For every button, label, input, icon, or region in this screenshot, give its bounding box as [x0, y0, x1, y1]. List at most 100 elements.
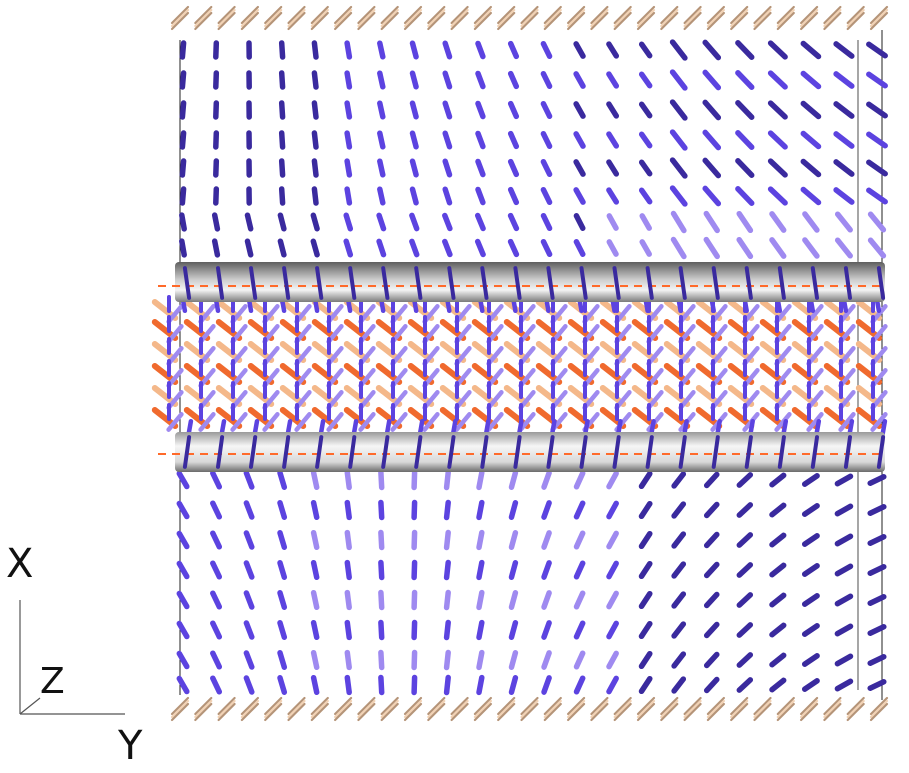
director-rod — [246, 678, 251, 692]
director-rod — [544, 563, 549, 577]
director-rod — [705, 160, 718, 175]
director-rod — [246, 503, 251, 517]
director-rod — [282, 133, 283, 147]
director-rod — [314, 503, 317, 518]
director-rod — [512, 503, 516, 517]
director-rod — [803, 162, 818, 175]
director-rod — [182, 133, 183, 147]
anchoring-rod — [475, 701, 491, 717]
director-rod — [739, 505, 750, 515]
director-rod — [772, 240, 784, 256]
director-rod — [479, 623, 482, 638]
director-rod — [447, 533, 449, 548]
director-rod — [576, 216, 582, 228]
director-rod — [739, 240, 750, 257]
anchoring-rod — [452, 701, 468, 717]
director-rod — [609, 104, 616, 116]
director-rod — [805, 626, 817, 634]
director-rod — [642, 624, 650, 637]
director-rod — [379, 241, 383, 254]
director-rod — [705, 72, 718, 87]
director-rod — [445, 43, 449, 56]
director-rod — [478, 134, 483, 147]
anchoring-rod — [824, 10, 840, 26]
director-rod — [609, 162, 616, 174]
director-rod — [346, 241, 350, 254]
director-rod — [246, 593, 251, 607]
director-rod — [182, 241, 184, 255]
director-rod — [673, 102, 685, 118]
director-rod — [837, 681, 850, 688]
director-rod — [314, 189, 316, 203]
anchoring-rod — [824, 701, 840, 717]
anchoring-rod — [358, 10, 374, 26]
director-rod — [869, 134, 885, 145]
director-rod — [609, 473, 616, 486]
director-rod — [280, 593, 284, 607]
director-rod — [413, 73, 417, 87]
director-rod — [543, 74, 549, 87]
director-rod — [381, 563, 382, 578]
director-rod — [248, 241, 251, 255]
director-rod — [313, 241, 317, 254]
director-rod — [642, 534, 650, 547]
director-rod — [314, 563, 317, 578]
director-rod — [609, 593, 616, 606]
director-rod — [182, 73, 183, 87]
director-rod — [609, 44, 616, 56]
director-rod — [577, 678, 583, 692]
anchoring-rod — [731, 701, 747, 717]
director-rod — [314, 533, 317, 548]
director-rod — [412, 241, 417, 254]
director-rod — [738, 189, 752, 203]
director-rod — [511, 162, 517, 175]
director-rod — [381, 593, 382, 608]
director-rod — [379, 215, 383, 228]
director-rod — [805, 536, 817, 544]
director-rod — [447, 503, 449, 518]
anchoring-rod — [498, 701, 514, 717]
director-rod — [609, 134, 616, 146]
director-rod — [511, 242, 517, 255]
anchoring-rod — [358, 701, 374, 717]
director-rod — [837, 656, 850, 663]
director-rod — [805, 681, 817, 689]
director-rod — [280, 503, 284, 517]
director-rod — [642, 504, 650, 517]
director-rod — [543, 190, 549, 203]
director-rod — [314, 43, 316, 57]
director-rod — [642, 162, 650, 173]
director-rod — [836, 134, 852, 146]
director-rod — [738, 161, 752, 175]
director-rod — [739, 625, 750, 635]
director-rod — [512, 653, 516, 667]
anchoring-rod — [568, 701, 584, 717]
director-rod — [280, 473, 284, 487]
director-rod — [576, 242, 582, 254]
director-rod — [642, 74, 650, 85]
anchoring-rod — [522, 10, 538, 26]
director-rod — [282, 189, 283, 203]
anchoring-rod — [195, 701, 211, 717]
director-rod — [280, 533, 284, 547]
anchoring-rod — [848, 10, 864, 26]
z-axis-label: Z — [40, 664, 65, 700]
director-rod — [642, 654, 650, 667]
director-rod — [347, 678, 349, 693]
director-rod — [280, 678, 284, 692]
central-defect-core-region — [155, 289, 886, 443]
anchoring-rod — [265, 10, 281, 26]
director-rod — [248, 215, 251, 229]
director-rod — [347, 653, 349, 668]
director-rod — [380, 73, 383, 87]
director-rod — [739, 680, 750, 690]
director-rod — [739, 565, 750, 575]
director-rod — [577, 623, 583, 637]
anchoring-rod — [452, 10, 468, 26]
director-rod — [381, 503, 382, 518]
director-rod — [771, 189, 786, 203]
director-rod — [739, 595, 750, 605]
anchoring-rod — [242, 701, 258, 717]
director-rod — [576, 162, 583, 174]
director-rod — [576, 74, 583, 86]
